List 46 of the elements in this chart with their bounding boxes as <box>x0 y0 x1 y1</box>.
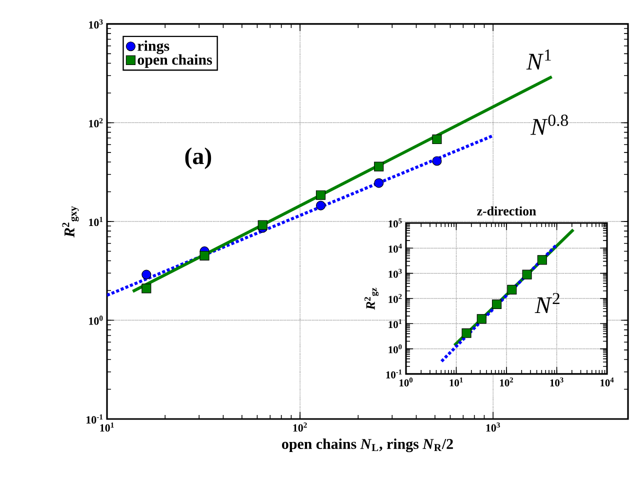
annotation: N$^{2}$ <box>534 292 560 314</box>
point <box>432 156 442 166</box>
legend-label: open chains <box>138 54 212 68</box>
x-tick-label: 10$^{1}$ <box>100 422 114 432</box>
y-tick-label: 10$^{4}$ <box>388 244 402 253</box>
annotation: N$^{0.8}$ <box>530 114 568 135</box>
point <box>142 284 152 294</box>
y-tick-label: 10$^{1}$ <box>89 216 103 226</box>
y-axis-title: R$^{2}$gxy <box>62 206 79 238</box>
chart-title: z-direction <box>477 206 536 216</box>
point <box>432 134 442 144</box>
x-tick-label: 10$^{0}$ <box>400 378 413 386</box>
point <box>522 270 532 280</box>
y-tick-label: 10$^{3}$ <box>89 19 103 29</box>
point <box>258 220 268 230</box>
point <box>142 270 152 280</box>
y-tick-label: 10$^{0}$ <box>388 344 402 354</box>
y-tick-label: 10$^{-1}$ <box>86 414 103 424</box>
x-tick-label: 10$^{4}$ <box>600 378 614 386</box>
point <box>476 314 486 324</box>
point <box>507 284 517 294</box>
x-tick-label: 10$^{1}$ <box>450 377 463 386</box>
y-tick-label: 10$^{5}$ <box>388 218 402 228</box>
y-tick-label: 10$^{2}$ <box>388 294 402 303</box>
point <box>537 255 547 265</box>
y-axis-title: R$^{2}$gz <box>364 288 379 310</box>
x-tick-label: 10$^{3}$ <box>486 422 500 432</box>
y-tick-label: 10$^{-1}$ <box>386 370 402 378</box>
annotation: (a) <box>185 147 212 170</box>
x-tick-label: 10$^{2}$ <box>500 377 514 386</box>
y-tick-label: 10$^{2}$ <box>89 118 103 128</box>
point <box>316 190 326 200</box>
annotation: N$^{1}$ <box>526 50 551 70</box>
point <box>492 299 502 310</box>
point <box>374 162 384 172</box>
point <box>374 178 384 188</box>
y-tick-label: 10$^{1}$ <box>388 319 402 328</box>
y-tick-label: 10$^{3}$ <box>388 268 402 278</box>
point <box>462 328 472 338</box>
x-axis-title: open chains N$_{L}$, rings N$_{R}$/2 <box>282 438 453 452</box>
y-tick-label: 10$^{0}$ <box>89 316 103 325</box>
x-tick-label: 10$^{3}$ <box>550 377 564 386</box>
x-tick-label: 10$^{2}$ <box>293 422 307 432</box>
point <box>200 250 210 261</box>
legend-label: rings <box>138 40 170 54</box>
point <box>316 200 326 210</box>
